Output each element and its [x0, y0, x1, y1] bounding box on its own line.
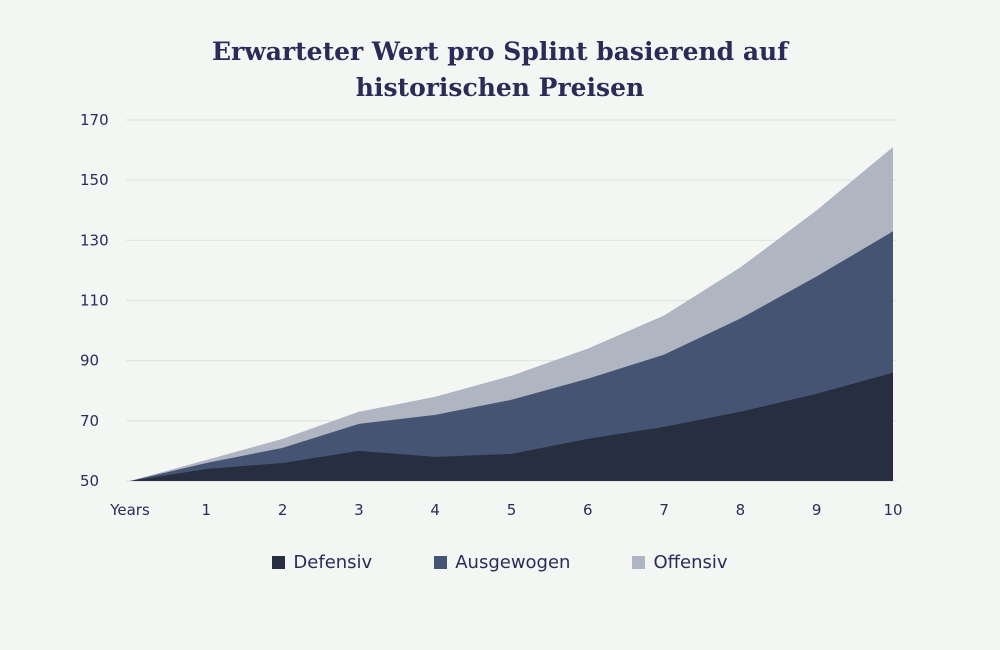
legend-swatch-defensiv [272, 556, 286, 569]
x-tick-label: 10 [883, 501, 902, 519]
legend: Defensiv Ausgewogen Offensiv [0, 552, 1000, 573]
x-tick-label: 2 [278, 501, 288, 519]
x-tick-label: 9 [812, 501, 822, 519]
legend-swatch-ausgewogen [434, 556, 448, 569]
chart-title-line-1: Erwarteter Wert pro Splint basierend auf [212, 37, 788, 66]
x-axis-ticks: Years 1 2 3 4 5 6 7 8 9 10 [109, 501, 902, 519]
legend-item-offensiv: Offensiv [632, 552, 728, 573]
area-ausgewogen [130, 231, 893, 481]
x-tick-label: 6 [583, 501, 593, 519]
x-tick-label: 4 [430, 501, 440, 519]
legend-label-defensiv: Defensiv [293, 552, 373, 573]
x-tick-label: Years [109, 501, 150, 519]
legend-label-ausgewogen: Ausgewogen [455, 552, 571, 573]
y-tick-label: 150 [80, 171, 109, 189]
x-tick-label: 5 [507, 501, 517, 519]
chart-title: Erwarteter Wert pro Splint basierend auf… [0, 34, 1000, 106]
legend-swatch-offensiv [632, 556, 646, 569]
y-tick-label: 130 [80, 231, 109, 249]
x-tick-label: 8 [736, 501, 746, 519]
area-series [130, 147, 893, 481]
area-defensiv [130, 372, 893, 481]
chart-title-line-2: historischen Preisen [355, 73, 645, 102]
legend-label-offensiv: Offensiv [653, 552, 728, 573]
y-tick-label: 50 [80, 472, 99, 490]
x-tick-label: 1 [202, 501, 212, 519]
y-tick-label: 70 [80, 412, 99, 430]
y-tick-label: 170 [80, 111, 109, 129]
x-tick-label: 7 [659, 501, 669, 519]
legend-item-defensiv: Defensiv [272, 552, 372, 573]
y-axis-ticks: 50 70 90 110 130 150 170 [80, 111, 109, 490]
y-tick-label: 90 [80, 352, 99, 370]
legend-item-ausgewogen: Ausgewogen [434, 552, 570, 573]
y-tick-label: 110 [80, 292, 109, 310]
x-tick-label: 3 [354, 501, 364, 519]
